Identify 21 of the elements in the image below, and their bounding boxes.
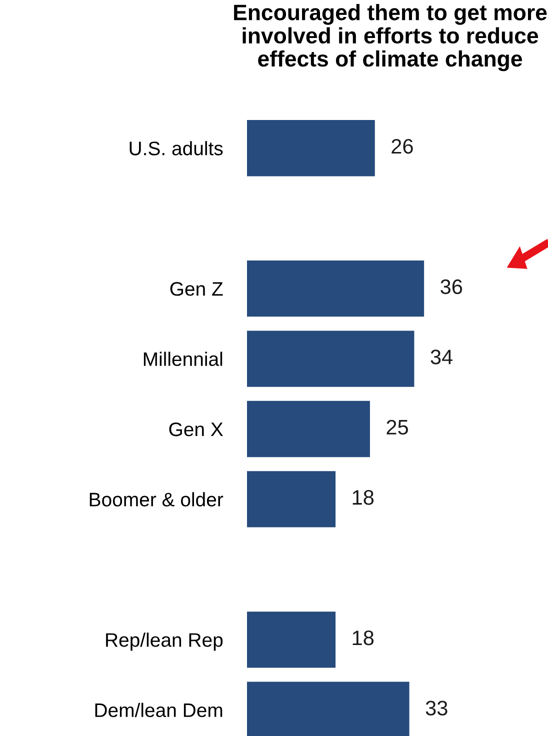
data-label: 36 [440,279,462,294]
bar [247,471,336,528]
data-label: 26 [392,138,413,154]
data-label: 18 [352,630,374,646]
y-tick-label: U.S. adults [130,141,223,156]
y-tick-label: Rep/lean Rep [106,632,223,651]
data-label: 33 [426,700,448,716]
y-tick-label: Gen Z [170,282,223,296]
y-tick-label: Gen X [169,422,223,436]
bar [247,260,424,317]
bar [247,120,375,176]
data-label: 25 [386,420,408,435]
y-tick-label: Dem/lean Dem [95,702,222,718]
y-tick-label: Boomer & older [90,492,224,506]
y-tick-label: Millennial [144,352,222,366]
bar [247,612,336,668]
data-label: 34 [430,350,453,364]
bar [247,330,414,387]
bar [247,400,370,458]
data-label: 18 [352,490,374,505]
chart-title: Encouraged them to get more involved in efforts to reduce effects of climate change [234,4,547,72]
